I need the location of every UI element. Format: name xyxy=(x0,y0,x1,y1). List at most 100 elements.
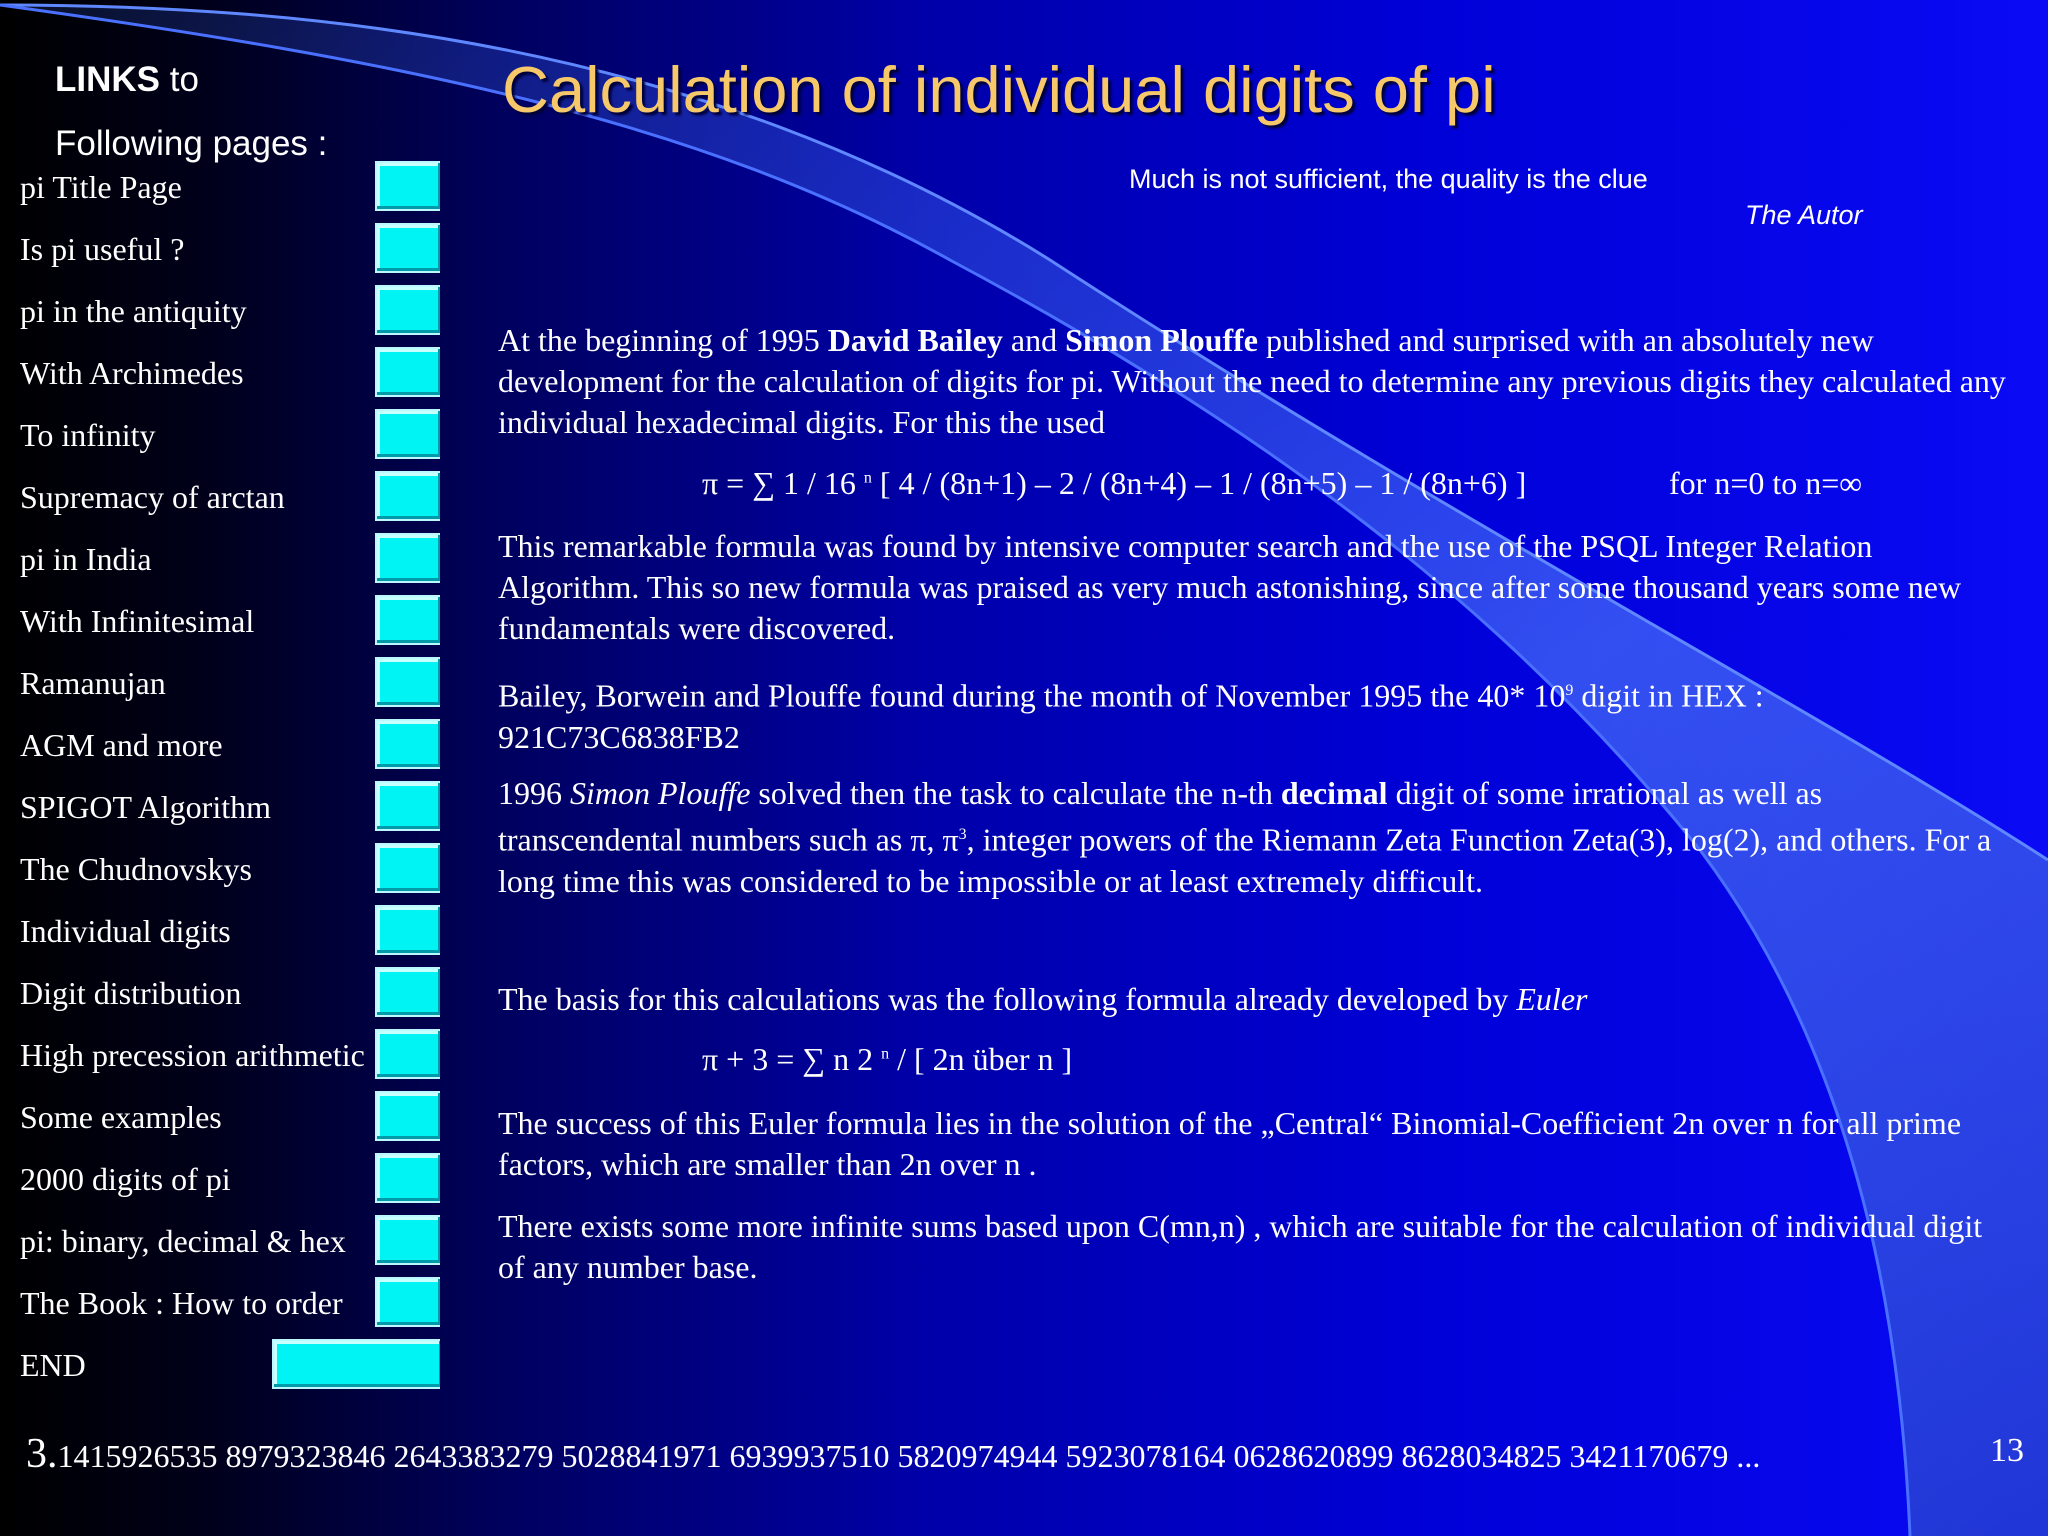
name-plouffe: Simon Plouffe xyxy=(1065,322,1258,358)
nav-link-button[interactable] xyxy=(375,285,440,335)
nav-link-button[interactable] xyxy=(375,967,440,1017)
sidebar-item-india[interactable]: pi in India xyxy=(20,528,440,590)
text-run: , integer powers of the Riemann Zeta Fun… xyxy=(498,821,1992,899)
pi-integer-part: 3. xyxy=(26,1431,58,1477)
formula-rhs: [ 4 / (8n+1) – 2 / (8n+4) – 1 / (8n+5) –… xyxy=(871,465,1527,501)
sidebar-item-infinitesimal[interactable]: With Infinitesimal xyxy=(20,590,440,652)
bbp-formula: π = ∑ 1 / 16 n [ 4 / (8n+1) – 2 / (8n+4)… xyxy=(702,465,1526,502)
sidebar-item-digit-distribution[interactable]: Digit distribution xyxy=(20,962,440,1024)
word-decimal: decimal xyxy=(1280,775,1388,811)
text-run: The basis for this calculations was the … xyxy=(498,981,1517,1017)
links-heading-rest: to xyxy=(160,60,199,99)
nav-link-button[interactable] xyxy=(375,719,440,769)
sidebar-item-the-book[interactable]: The Book : How to order xyxy=(20,1272,440,1334)
text-run: At the beginning of 1995 xyxy=(498,322,828,358)
quote: Much is not sufficient, the quality is t… xyxy=(1129,164,1648,194)
nav-link-button[interactable] xyxy=(375,843,440,893)
paragraph-psql: This remarkable formula was found by int… xyxy=(498,528,1962,646)
name-plouffe: Simon Plouffe xyxy=(570,775,751,811)
sidebar-item-ramanujan[interactable]: Ramanujan xyxy=(20,652,440,714)
text-run: and xyxy=(1002,322,1066,358)
formula-lhs: π + 3 = ∑ n 2 xyxy=(702,1041,882,1077)
sidebar-item-title-page[interactable]: pi Title Page xyxy=(20,156,440,218)
text-run: digit of some irrational as well as tran… xyxy=(498,775,1823,858)
sidebar-item-label: Individual digits xyxy=(20,912,231,949)
nav-link-button[interactable] xyxy=(375,657,440,707)
paragraph-euler-basis: The basis for this calculations was the … xyxy=(498,979,2008,1020)
paragraph-bailey-plouffe: At the beginning of 1995 David Bailey an… xyxy=(498,320,2008,443)
nav-link-button[interactable] xyxy=(375,347,440,397)
sidebar-item-label: The Book : How to order xyxy=(20,1284,343,1321)
sidebar-item-2000-digits[interactable]: 2000 digits of pi xyxy=(20,1148,440,1210)
sidebar-item-high-precession[interactable]: High precession arithmetic xyxy=(20,1024,440,1086)
paragraph-binomial: The success of this Euler formula lies i… xyxy=(498,1105,1962,1182)
name-bailey: David Bailey xyxy=(827,322,1003,358)
links-heading: LINKS to Following pages : xyxy=(55,48,327,176)
sidebar-item-individual-digits[interactable]: Individual digits xyxy=(20,900,440,962)
page-title: Calculation of individual digits of pi xyxy=(502,53,1496,126)
text-run: digit in HEX : xyxy=(1573,677,1764,714)
sidebar-item-is-pi-useful[interactable]: Is pi useful ? xyxy=(20,218,440,280)
sidebar-item-agm[interactable]: AGM and more xyxy=(20,714,440,776)
sidebar-item-label: 2000 digits of pi xyxy=(20,1160,231,1197)
sidebar-item-label: END xyxy=(20,1346,86,1383)
formula-exponent: n xyxy=(863,469,872,487)
links-heading-bold: LINKS xyxy=(55,60,160,99)
nav-link-button[interactable] xyxy=(375,1215,440,1265)
sidebar-item-label: The Chudnovskys xyxy=(20,850,252,887)
nav-link-button[interactable] xyxy=(375,471,440,521)
sidebar-item-antiquity[interactable]: pi in the antiquity xyxy=(20,280,440,342)
sidebar-item-arctan[interactable]: Supremacy of arctan xyxy=(20,466,440,528)
exponent: 3 xyxy=(958,826,967,843)
text-run: published and surprised with an absolute… xyxy=(498,322,2006,440)
nav-link-button[interactable] xyxy=(375,595,440,645)
sidebar-item-end[interactable]: END xyxy=(20,1334,440,1396)
formula-lhs: π = ∑ 1 / 16 xyxy=(702,465,864,501)
sidebar-item-label: Ramanujan xyxy=(20,664,166,701)
formula-rhs: / [ 2n über n ] xyxy=(889,1041,1073,1077)
sidebar-item-label: Is pi useful ? xyxy=(20,230,185,267)
sidebar-item-label: With Archimedes xyxy=(20,354,244,391)
paragraph-infinite-sums: There exists some more infinite sums bas… xyxy=(498,1208,1983,1285)
sidebar-item-archimedes[interactable]: With Archimedes xyxy=(20,342,440,404)
euler-formula: π + 3 = ∑ n 2 n / [ 2n über n ] xyxy=(702,1041,1072,1078)
nav-link-button[interactable] xyxy=(375,533,440,583)
nav-link-button[interactable] xyxy=(375,1277,440,1327)
nav-link-button[interactable] xyxy=(375,905,440,955)
sidebar-item-to-infinity[interactable]: To infinity xyxy=(20,404,440,466)
sidebar-item-label: High precession arithmetic xyxy=(20,1036,365,1073)
text-run: Bailey, Borwein and Plouffe found during… xyxy=(498,677,1566,714)
nav-link-button[interactable] xyxy=(375,1029,440,1079)
name-euler: Euler xyxy=(1516,981,1588,1017)
hex-value: 921C73C6838FB2 xyxy=(498,718,740,755)
nav-link-button[interactable] xyxy=(375,223,440,273)
formula-range: for n=0 to n=∞ xyxy=(1669,465,1863,501)
paragraph-hex-digit: Bailey, Borwein and Plouffe found during… xyxy=(498,670,2008,758)
paragraph-1996-plouffe: 1996 Simon Plouffe solved then the task … xyxy=(498,773,2008,902)
sidebar-item-label: Supremacy of arctan xyxy=(20,478,285,515)
nav-link-button[interactable] xyxy=(375,1091,440,1141)
sidebar-item-label: With Infinitesimal xyxy=(20,602,255,639)
page-number: 13 xyxy=(1990,1432,2024,1469)
exponent: 9 xyxy=(1565,682,1574,699)
text-run: solved then the task to calculate the n-… xyxy=(750,775,1281,811)
sidebar-item-chudnovskys[interactable]: The Chudnovskys xyxy=(20,838,440,900)
sidebar-item-label: AGM and more xyxy=(20,726,223,763)
links-heading-line2: Following pages : xyxy=(55,124,328,163)
sidebar-item-some-examples[interactable]: Some examples xyxy=(20,1086,440,1148)
sidebar-item-label: Digit distribution xyxy=(20,974,242,1011)
sidebar-item-label: pi: binary, decimal & hex xyxy=(20,1222,346,1259)
sidebar-item-label: pi in the antiquity xyxy=(20,292,247,329)
nav-link-button[interactable] xyxy=(375,161,440,211)
sidebar-item-label: SPIGOT Algorithm xyxy=(20,788,271,825)
sidebar-item-spigot[interactable]: SPIGOT Algorithm xyxy=(20,776,440,838)
pi-digits-footer: 3.1415926535 8979323846 2643383279 50288… xyxy=(26,1430,1760,1478)
pi-decimal-digits: 1415926535 8979323846 2643383279 5028841… xyxy=(57,1438,1761,1474)
nav-link-button[interactable] xyxy=(375,409,440,459)
sidebar-item-label: Some examples xyxy=(20,1098,222,1135)
quote-author: The Autor xyxy=(1745,200,1863,230)
sidebar-item-binary-decimal-hex[interactable]: pi: binary, decimal & hex xyxy=(20,1210,440,1272)
nav-link-button[interactable] xyxy=(375,781,440,831)
nav-link-button[interactable] xyxy=(375,1153,440,1203)
nav-link-button[interactable] xyxy=(272,1339,440,1389)
